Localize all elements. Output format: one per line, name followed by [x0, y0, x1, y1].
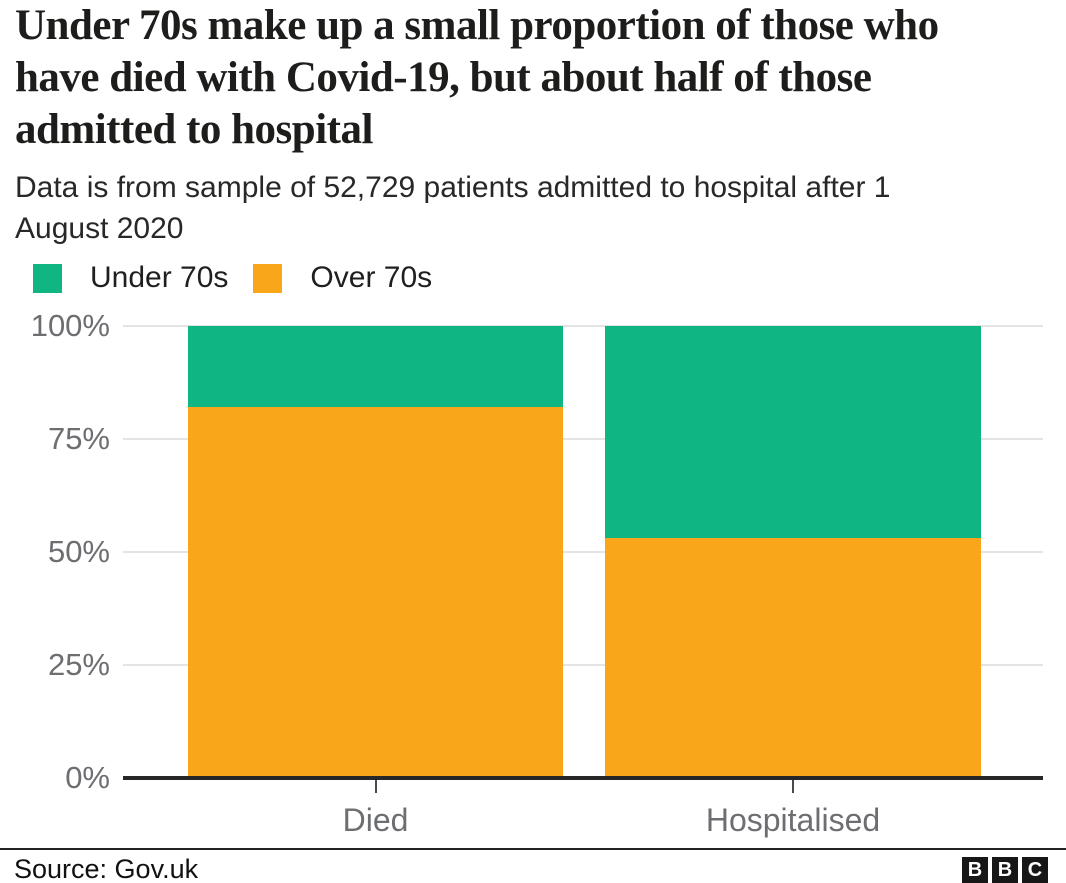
y-axis-label: 25% [47, 647, 110, 682]
legend-label: Over 70s [310, 261, 433, 294]
bar-segment-under-70s-hospitalised [605, 326, 981, 539]
y-gridline [123, 325, 1043, 327]
x-axis-tick [374, 780, 377, 793]
bar-segment-under-70s-died [188, 326, 563, 408]
y-axis-label: 0% [65, 760, 110, 795]
x-axis-line [123, 776, 1043, 780]
bar-hospitalised [605, 326, 981, 778]
legend-swatch-under-70s [33, 263, 62, 293]
y-axis-label: 50% [47, 534, 110, 569]
bar-segment-over-70s-hospitalised [605, 538, 981, 778]
y-gridline [123, 551, 1043, 553]
bbc-logo-block: B [962, 857, 988, 883]
source-credit: Source: Gov.uk [14, 854, 199, 883]
x-axis-label: Hospitalised [705, 802, 881, 838]
y-axis-label: 100% [30, 308, 110, 343]
legend: Under 70s Over 70s [33, 263, 457, 293]
y-gridline [123, 438, 1043, 440]
y-gridline [123, 664, 1043, 666]
x-axis-label: Died [342, 802, 409, 838]
bar-died [188, 326, 563, 778]
legend-label: Under 70s [90, 261, 229, 294]
footer-divider [0, 848, 1066, 850]
bar-segment-over-70s-died [188, 407, 563, 778]
legend-item-under-70s: Under 70s [33, 263, 228, 293]
legend-swatch-over-70s [253, 263, 283, 293]
y-axis-label: 75% [47, 421, 110, 456]
chart-subtitle: Data is from sample of 52,729 patients a… [15, 171, 891, 245]
x-axis-tick [792, 780, 794, 793]
chart-title: Under 70s make up a small proportion of … [15, 2, 939, 153]
legend-item-over-70s: Over 70s [253, 263, 432, 293]
bbc-logo-block: B [992, 857, 1018, 883]
bbc-logo-block: C [1022, 857, 1048, 883]
